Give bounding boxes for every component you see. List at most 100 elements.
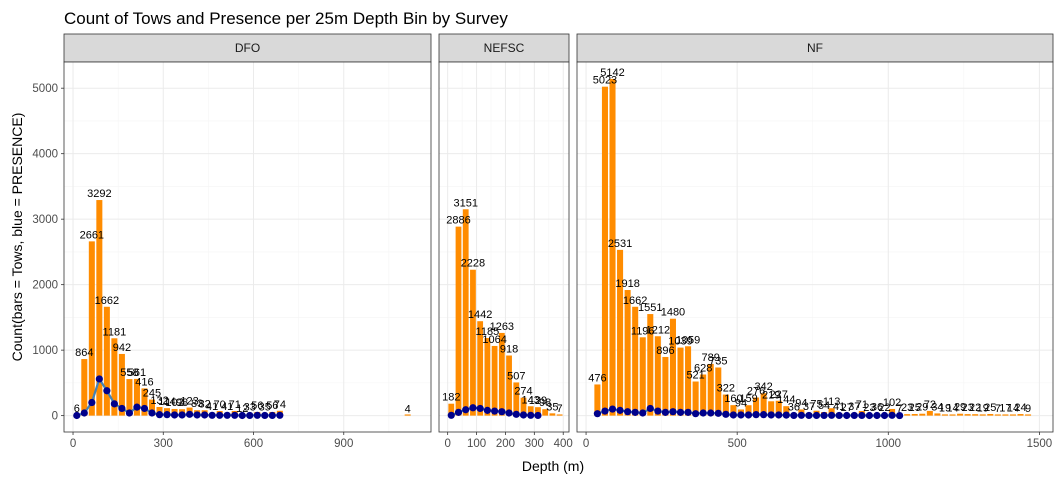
presence-point (676, 408, 685, 416)
tow-bar (542, 409, 549, 416)
tow-bar (624, 290, 631, 416)
bar-value-label: 1212 (646, 324, 670, 336)
presence-point (268, 411, 276, 420)
presence-point (118, 404, 126, 413)
tow-bar (535, 407, 541, 416)
presence-point (253, 411, 261, 419)
y-axis-title: Count(bars = Tows, blue = PRESENCE) (9, 113, 25, 362)
bar-value-label: 1662 (623, 295, 647, 307)
panel-border (438, 61, 570, 433)
bar-value-label: 54 (818, 400, 830, 412)
presence-point (843, 411, 851, 420)
tow-bar (549, 413, 556, 416)
presence-point (505, 409, 513, 417)
bar-value-label: 123 (180, 396, 198, 408)
bar-value-label: 19 (977, 402, 989, 414)
tow-bar (768, 401, 775, 416)
bar-value-label: 342 (754, 381, 772, 393)
tow-bar (111, 338, 118, 416)
presence-point (110, 400, 118, 408)
tow-bar (1002, 414, 1009, 416)
presence-point (261, 411, 269, 420)
presence-point (729, 411, 738, 419)
presence-point (873, 411, 881, 420)
tow-bar (783, 406, 790, 416)
presence-point (185, 410, 194, 418)
presence-point (737, 411, 745, 419)
bar-value-label: 22 (878, 402, 890, 414)
tow-bar (594, 384, 601, 416)
presence-point (692, 410, 700, 418)
presence-point (447, 411, 455, 419)
bar-value-label: 19 (939, 402, 951, 414)
bar-value-label: 24 (1014, 402, 1026, 414)
bar-value-label: 12 (236, 403, 248, 415)
bar-value-label: 1185 (476, 326, 500, 338)
presence-point (140, 404, 149, 413)
bar-value-label: 7 (557, 403, 563, 415)
presence-point (88, 398, 96, 407)
bar-value-label: 942 (113, 342, 131, 354)
tow-bar (1009, 414, 1016, 416)
bar-value-label: 36 (788, 401, 800, 413)
bar-value-label: 113 (823, 396, 841, 408)
tow-bar (404, 414, 411, 416)
tow-bar (513, 382, 520, 416)
bar-value-label: 789 (702, 352, 720, 364)
bar-value-label: 1480 (661, 307, 685, 319)
bar-value-label: 114 (158, 396, 176, 408)
presence-point (469, 404, 477, 412)
tow-bar (964, 414, 971, 416)
presence-point (103, 387, 111, 395)
presence-point (208, 411, 216, 419)
presence-point (476, 404, 484, 413)
x-axis-title: Depth (m) (522, 458, 584, 474)
tow-bar (632, 306, 639, 416)
tow-bar (477, 321, 484, 416)
presence-point (80, 409, 88, 417)
bar-value-label: 23 (961, 402, 973, 414)
presence-point (858, 411, 866, 420)
tow-bar (760, 393, 767, 416)
tow-bar (957, 413, 964, 416)
bar-value-label: 6 (74, 403, 80, 415)
tow-bar (498, 332, 505, 416)
bar-value-label: 34 (931, 401, 943, 413)
bar-value-label: 29 (954, 402, 966, 414)
bar-value-label: 276 (747, 386, 765, 398)
bar-value-label: 74 (274, 399, 286, 411)
tow-bar (484, 338, 491, 416)
facet-panels: DFO 6 864 2661 3292 1662 1181 942 55856141624513… (63, 33, 1054, 450)
chart-title: Count of Tows and Presence per 25m Depth… (64, 9, 508, 28)
tow-bar (941, 414, 948, 416)
presence-point (684, 408, 692, 416)
tow-bar (506, 355, 512, 416)
y-tick-label: 3000 (32, 214, 58, 226)
bar-value-label: 98 (539, 397, 551, 409)
presence-point (767, 411, 775, 419)
presence-point (95, 375, 103, 383)
bar-value-label: 896 (656, 345, 674, 357)
presence-point (483, 406, 491, 414)
y-tick-label: 5000 (32, 83, 58, 95)
bar-value-label: 159 (739, 393, 757, 405)
presence-point (707, 409, 715, 417)
presence-point (624, 408, 632, 416)
tow-bar (118, 353, 125, 416)
presence-point (752, 411, 760, 419)
bar-value-label: 2531 (608, 238, 632, 250)
panel-border (63, 61, 432, 433)
bar-value-label: 507 (507, 370, 525, 382)
presence-point (73, 411, 81, 420)
bar-value-label: 918 (500, 344, 518, 356)
bar-value-label: 1059 (676, 334, 700, 346)
tow-bar (934, 413, 941, 416)
bar-value-label: 274 (514, 386, 532, 398)
bar-value-label: 144 (777, 394, 795, 406)
tow-bar (141, 388, 148, 416)
facet-strip (576, 33, 1054, 63)
tow-bar (979, 414, 986, 416)
tow-bar (949, 414, 956, 416)
presence-point (133, 403, 141, 411)
